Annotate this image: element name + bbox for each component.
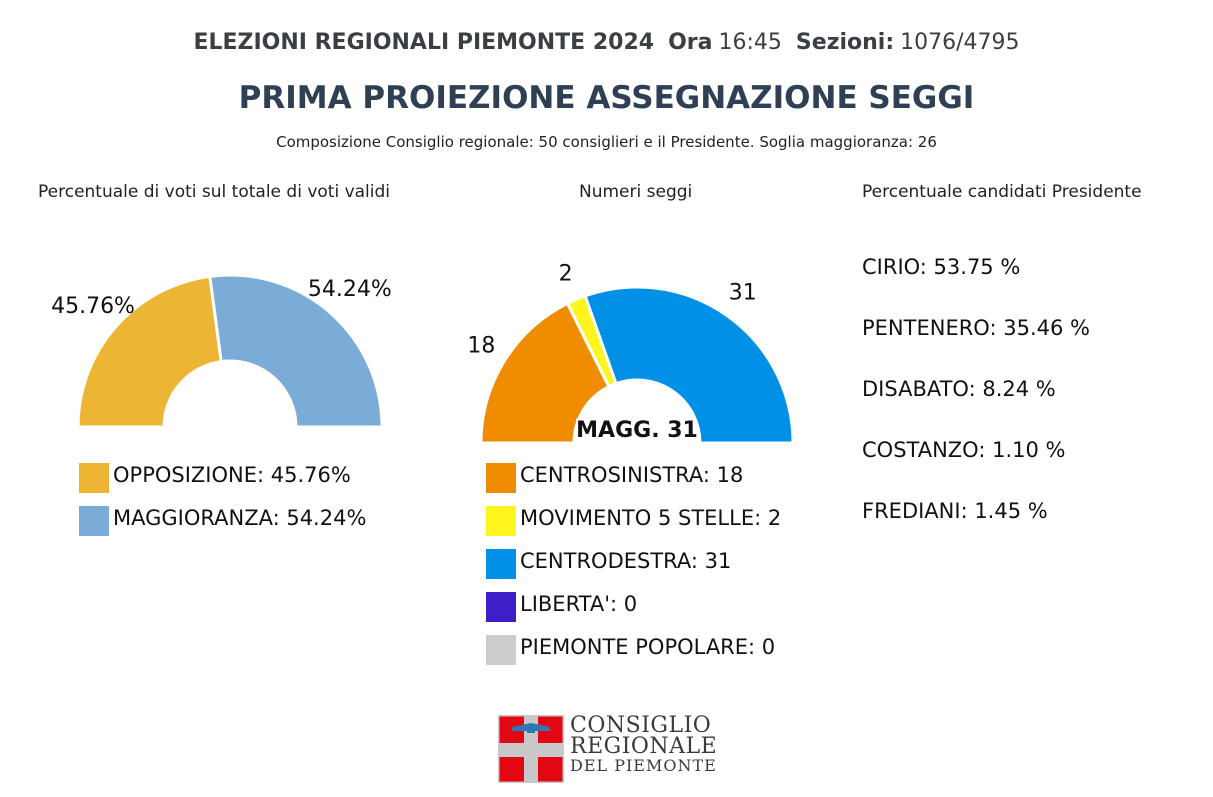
- legend-label-piemonte-popolare: PIEMONTE POPOLARE: 0: [520, 635, 776, 659]
- legend-swatch-centrosinistra: [486, 463, 516, 493]
- page-subtitle: Composizione Consiglio regionale: 50 con…: [276, 133, 937, 151]
- candidate-frediani: FREDIANI: 1.45 %: [862, 499, 1048, 523]
- legend-label-centrodestra: CENTRODESTRA: 31: [520, 549, 732, 573]
- legend-label-movimento-5-stelle: MOVIMENTO 5 STELLE: 2: [520, 506, 782, 530]
- legend-label-centrosinistra: CENTROSINISTRA: 18: [520, 463, 744, 487]
- legend-label-opposizione: OPPOSIZIONE: 45.76%: [113, 463, 351, 487]
- data-label-maggioranza: 54.24%: [308, 277, 392, 302]
- seats-chart-title: Numeri seggi: [579, 182, 693, 202]
- legend-label-maggioranza: MAGGIORANZA: 54.24%: [113, 506, 367, 530]
- candidate-cirio: CIRIO: 53.75 %: [862, 255, 1021, 279]
- votes-chart-title: Percentuale di voti sul totale di voti v…: [38, 182, 391, 202]
- legend-swatch-maggioranza: [79, 506, 109, 536]
- majority-center-label: MAGG. 31: [576, 418, 698, 443]
- page-title: PRIMA PROIEZIONE ASSEGNAZIONE SEGGI: [238, 80, 975, 116]
- candidates-list: CIRIO: 53.75 % PENTENERO: 35.46 % DISABA…: [862, 255, 1090, 560]
- data-label-centrosinistra: 18: [467, 334, 495, 359]
- candidate-disabato: DISABATO: 8.24 %: [862, 377, 1056, 401]
- logo-text: CONSIGLIO REGIONALE DEL PIEMONTE: [570, 715, 717, 775]
- slice-centrodestra: [583, 285, 795, 445]
- votes-half-donut-chart: 45.76% 54.24%: [51, 273, 392, 429]
- slice-opposizione: [76, 274, 223, 429]
- legend-swatch-centrodestra: [486, 549, 516, 579]
- seats-half-donut-chart: 18 2 31 MAGG. 31: [467, 261, 795, 445]
- data-label-opposizione: 45.76%: [51, 294, 135, 319]
- ora-value: 16:45: [718, 30, 782, 55]
- legend-swatch-movimento-5-stelle: [486, 506, 516, 536]
- sezioni-value: 1076/4795: [900, 30, 1020, 55]
- slice-maggioranza: [208, 273, 384, 429]
- legend-label-liberta: LIBERTA': 0: [520, 592, 638, 616]
- consiglio-regionale-logo: CONSIGLIO REGIONALE DEL PIEMONTE: [498, 715, 728, 785]
- ora-label: Ora: [668, 30, 713, 55]
- election-header: ELEZIONI REGIONALI PIEMONTE 2024 Ora 16:45…: [0, 30, 1213, 55]
- data-label-movimento-5-stelle: 2: [559, 261, 573, 286]
- logo-line-3: DEL PIEMONTE: [570, 756, 717, 775]
- candidates-title: Percentuale candidati Presidente: [862, 182, 1142, 202]
- logo-line-1: CONSIGLIO: [570, 713, 712, 738]
- logo-line-2: REGIONALE: [570, 734, 718, 759]
- election-title: ELEZIONI REGIONALI PIEMONTE 2024: [193, 30, 655, 55]
- piemonte-cross-emblem-icon: [498, 715, 564, 783]
- sezioni-label: Sezioni:: [795, 30, 895, 55]
- legend-swatch-liberta: [486, 592, 516, 622]
- data-label-centrodestra: 31: [729, 281, 757, 306]
- candidate-pentenero: PENTENERO: 35.46 %: [862, 316, 1090, 340]
- candidate-costanzo: COSTANZO: 1.10 %: [862, 438, 1066, 462]
- legend-swatch-opposizione: [79, 463, 109, 493]
- slice-centrosinistra: [479, 301, 611, 445]
- legend-swatch-piemonte-popolare: [486, 635, 516, 665]
